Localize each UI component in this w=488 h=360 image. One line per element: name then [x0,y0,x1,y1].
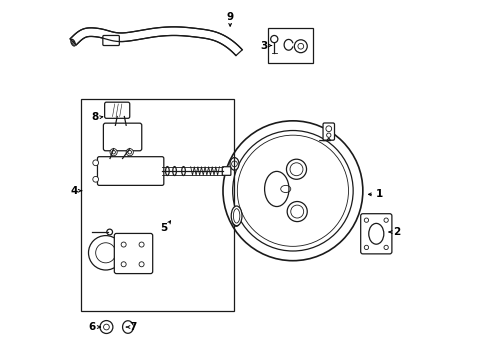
FancyBboxPatch shape [102,36,119,45]
Text: 8: 8 [91,112,98,122]
Text: 9: 9 [226,12,233,22]
Ellipse shape [182,167,185,176]
Circle shape [110,149,117,156]
Ellipse shape [232,216,239,226]
FancyBboxPatch shape [104,102,129,118]
Circle shape [106,229,112,235]
FancyBboxPatch shape [103,123,142,151]
Text: 7: 7 [129,322,137,332]
FancyBboxPatch shape [222,167,230,175]
Text: 3: 3 [260,41,267,50]
Circle shape [93,176,99,182]
FancyBboxPatch shape [114,233,152,274]
Text: 2: 2 [392,227,400,237]
Ellipse shape [229,158,239,170]
Circle shape [126,149,133,156]
Text: 4: 4 [70,186,78,196]
FancyBboxPatch shape [97,157,163,185]
Circle shape [100,320,113,333]
Text: 1: 1 [375,189,382,199]
Ellipse shape [172,167,176,176]
Text: 6: 6 [88,322,96,332]
Circle shape [93,160,99,166]
Polygon shape [70,27,242,55]
FancyBboxPatch shape [323,123,334,140]
Bar [267,28,312,63]
Circle shape [88,235,122,270]
Bar [81,99,233,311]
Ellipse shape [165,167,169,176]
Text: 5: 5 [160,224,167,233]
Ellipse shape [231,206,242,226]
